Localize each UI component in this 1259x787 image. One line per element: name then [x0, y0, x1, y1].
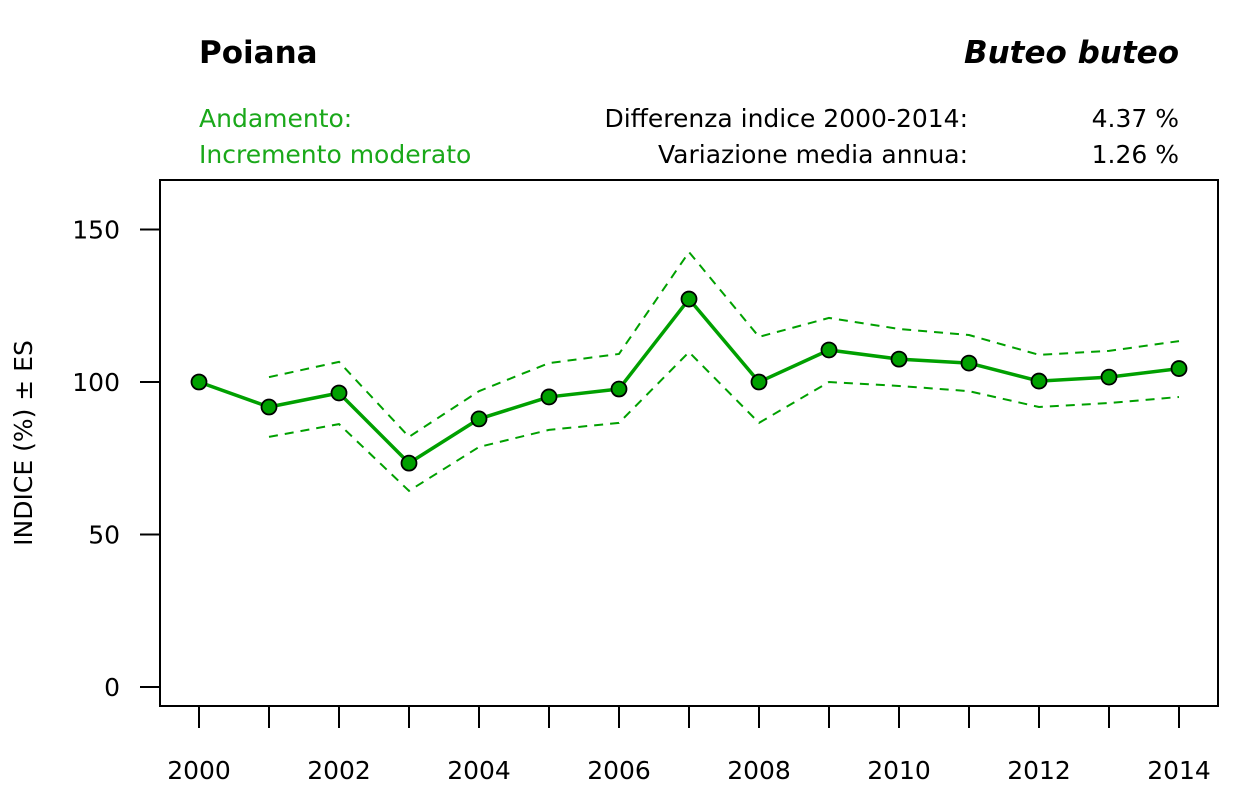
- data-point: [260, 398, 278, 416]
- annual-value: 1.26 %: [1092, 140, 1179, 169]
- data-point: [750, 373, 768, 391]
- x-tick-label: 2010: [867, 756, 931, 785]
- data-point: [190, 373, 208, 391]
- error-bands: [268, 250, 1180, 493]
- x-tick-label: 2000: [167, 756, 231, 785]
- y-tick-label: 150: [72, 216, 120, 245]
- data-point: [1100, 368, 1118, 386]
- trend-value: Incremento moderato: [199, 140, 471, 169]
- data-point: [330, 384, 348, 402]
- y-axis-label: INDICE (%) ± ES: [9, 340, 38, 546]
- x-tick-label: 2002: [307, 756, 371, 785]
- x-tick-label: 2004: [447, 756, 511, 785]
- x-tick-label: 2014: [1147, 756, 1211, 785]
- data-point: [1030, 372, 1048, 390]
- plot-frame: [159, 179, 1219, 707]
- x-tick-label: 2006: [587, 756, 651, 785]
- trend-label: Andamento:: [199, 104, 352, 133]
- chart-subtitle: Buteo buteo: [964, 35, 1179, 71]
- data-point: [610, 380, 628, 398]
- annual-label: Variazione media annua:: [658, 140, 968, 169]
- lower-error-band: [268, 350, 1180, 493]
- x-axis: 2000 2002 2004 2006 2008 2010 2012 2014: [167, 707, 1211, 785]
- y-axis: 0 50 100 150: [72, 216, 160, 702]
- x-tick-label: 2012: [1007, 756, 1071, 785]
- data-point: [1170, 360, 1188, 377]
- x-tick-label: 2008: [727, 756, 791, 785]
- y-tick-label: 50: [88, 521, 120, 550]
- data-point: [680, 290, 698, 308]
- data-point: [820, 341, 838, 359]
- diff-label: Differenza indice 2000-2014:: [604, 104, 968, 133]
- data-point: [960, 354, 978, 372]
- index-points: [190, 290, 1188, 472]
- data-point: [540, 388, 558, 406]
- y-tick-label: 0: [104, 673, 120, 702]
- diff-value: 4.37 %: [1092, 104, 1179, 133]
- data-point: [470, 410, 488, 428]
- y-tick-label: 100: [72, 368, 120, 397]
- upper-error-band: [268, 250, 1180, 439]
- data-point: [890, 350, 908, 368]
- data-point: [400, 454, 418, 472]
- chart-title: Poiana: [199, 35, 318, 71]
